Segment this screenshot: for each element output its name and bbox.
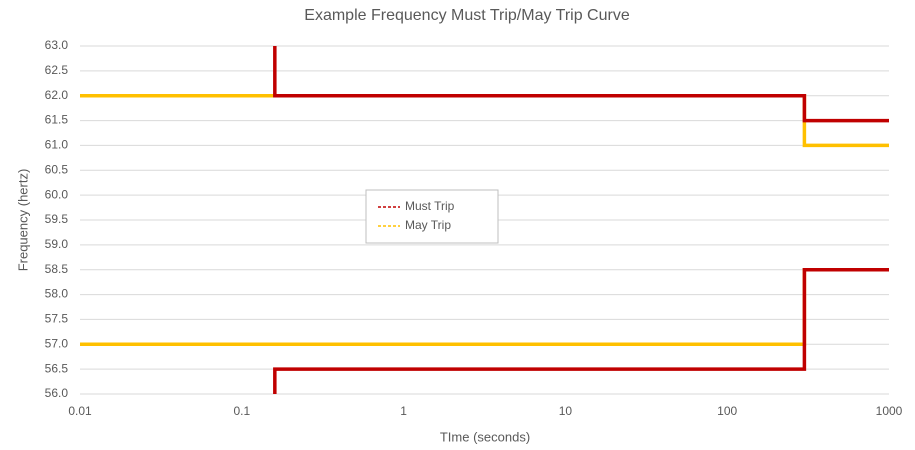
y-tick-label: 61.0	[45, 138, 69, 152]
series-line	[273, 46, 889, 394]
y-tick-label: 56.0	[45, 386, 69, 400]
y-tick-label: 56.5	[45, 361, 69, 375]
y-tick-label: 57.0	[45, 336, 69, 350]
x-tick-label: 0.01	[68, 404, 92, 418]
y-tick-label: 60.0	[45, 187, 69, 201]
legend-label: May Trip	[405, 218, 451, 232]
legend-label: Must Trip	[405, 199, 455, 213]
chart-title: Example Frequency Must Trip/May Trip Cur…	[304, 7, 630, 24]
legend: Must Trip May Trip	[365, 189, 499, 244]
y-tick-label: 57.5	[45, 312, 69, 326]
y-axis-title: Frequency (hertz)	[15, 169, 30, 272]
x-tick-label: 1	[400, 404, 407, 418]
y-tick-label: 59.5	[45, 212, 69, 226]
y-tick-label: 61.5	[45, 113, 69, 127]
x-tick-label: 1000	[876, 404, 903, 418]
legend-box	[365, 189, 499, 244]
y-tick-label: 58.0	[45, 287, 69, 301]
x-axis-title: TIme (seconds)	[440, 429, 530, 444]
y-tick-label: 62.5	[45, 63, 69, 77]
y-tick-label: 60.5	[45, 162, 69, 176]
y-tick-label: 59.0	[45, 237, 69, 251]
x-tick-label: 100	[717, 404, 737, 418]
x-tick-label: 10	[559, 404, 573, 418]
y-tick-label: 58.5	[45, 262, 69, 276]
y-tick-label: 62.0	[45, 88, 69, 102]
y-tick-label: 63.0	[45, 38, 69, 52]
x-tick-label: 0.1	[233, 404, 250, 418]
plot-lines	[80, 46, 889, 394]
